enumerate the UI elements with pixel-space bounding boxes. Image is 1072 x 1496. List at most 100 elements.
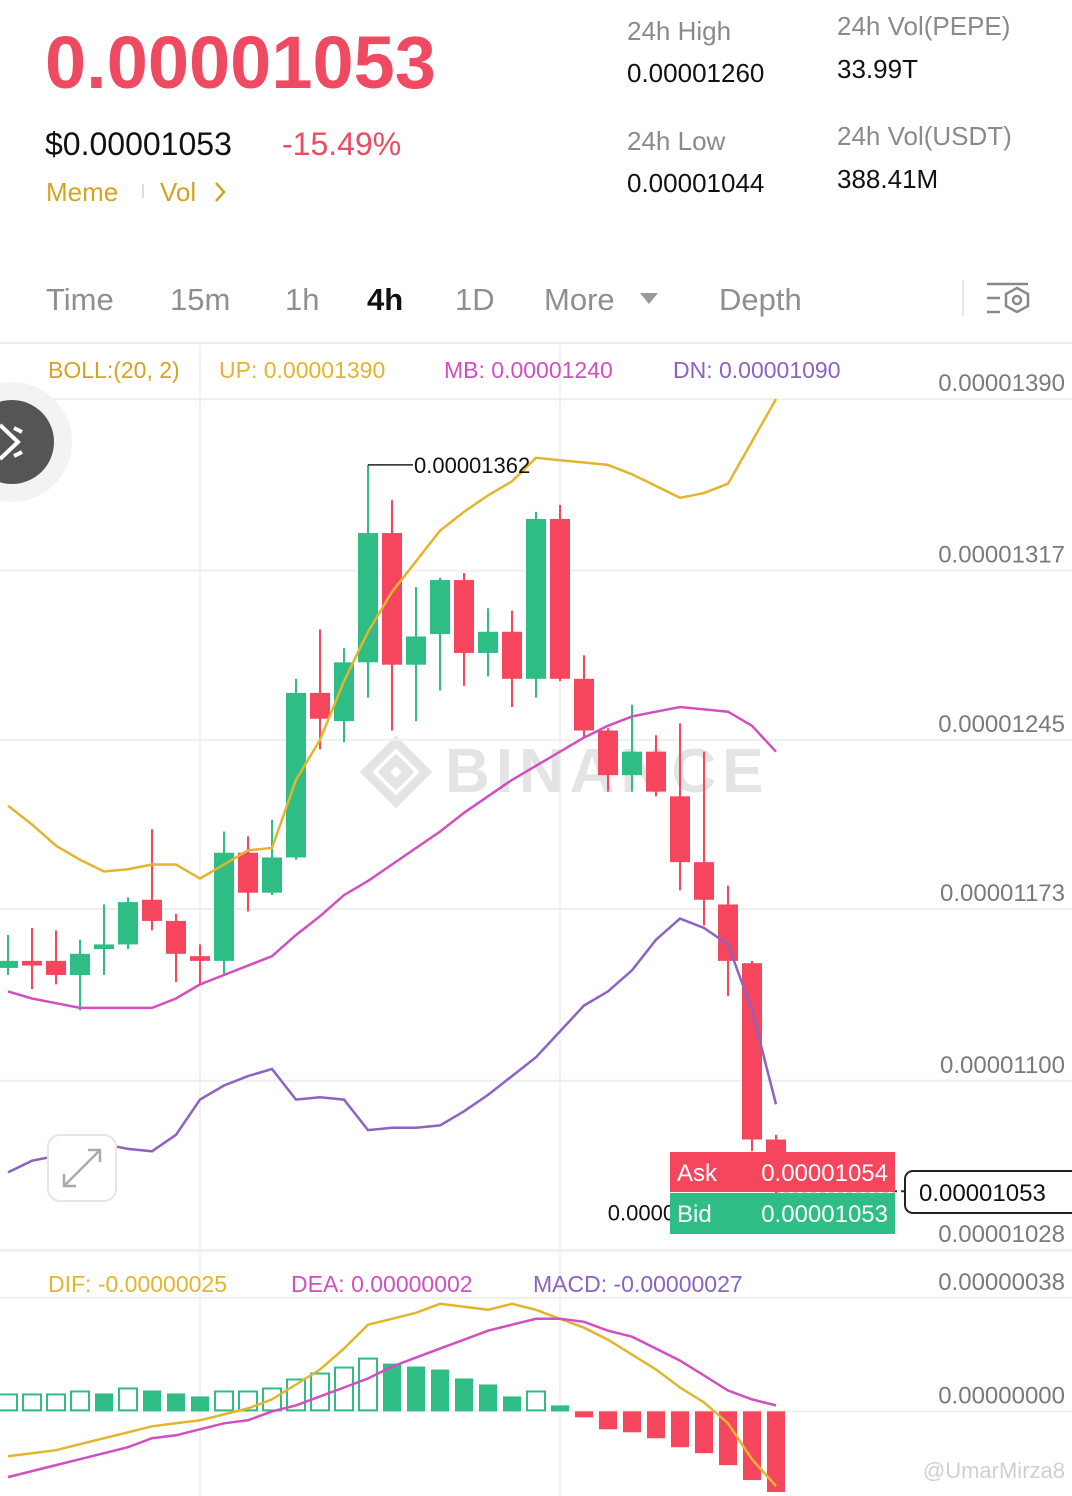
bid-label: Bid [677,1201,712,1228]
y-tick-label: 0.00001028 [938,1221,1065,1248]
candle-body [214,852,234,961]
macd-bar [334,1366,354,1412]
legend-entry: DIF: -0.00000025 [48,1271,227,1297]
float-button[interactable] [0,382,72,502]
candle-body [46,960,66,975]
candle-body [334,662,354,722]
candle-body [646,751,666,792]
candle-body [526,518,546,679]
candle-body [0,960,18,968]
tab[interactable]: Depth [719,282,802,317]
y-tick-label: 0.00000038 [938,1269,1065,1296]
tab[interactable]: 15m [170,282,230,317]
macd-bar [358,1357,378,1412]
macd-bar [526,1390,546,1412]
indicator-line [7,917,778,1174]
tabs: Time 15m 1h 4h 1D More Depth [46,282,802,317]
charts: 0.00001390 0.00001317 0.00001245 0.00001173… [0,357,1072,1493]
candle-body [358,533,378,663]
y-tick-label: 0.00001317 [938,542,1065,569]
y-tick-label: 0.00001100 [940,1052,1065,1079]
settings-icon[interactable] [987,282,1030,314]
stat-label: 24h Vol(PEPE) [837,11,1010,41]
candle-body [70,953,90,975]
indicator-line [7,705,777,1010]
legend-entry: DEA: 0.00000002 [291,1271,473,1297]
candle-body [262,857,282,893]
credit: @UmarMirza8 [923,1458,1065,1483]
candle-body [718,904,738,961]
tab[interactable]: 1D [455,282,495,317]
candle-body [598,730,618,776]
macd-bar [167,1393,185,1412]
candle-body [622,751,642,776]
watermark-logo [359,735,433,809]
macd-bar [623,1411,641,1433]
dropdown-icon [640,293,658,304]
usd-price: $0.00001053 [45,126,232,162]
macd-bar [671,1411,689,1448]
macd-bar [383,1363,401,1412]
tab[interactable]: Time [46,282,114,317]
expand-button[interactable] [47,1134,117,1202]
candle-body [742,963,762,1140]
last-price-label: 0.00001053 [919,1180,1046,1207]
y-tick-label: 0.00001173 [940,880,1065,907]
tab[interactable]: 1h [285,282,319,317]
macd-bar [22,1393,42,1412]
candle-body [286,692,306,858]
high-annotation: 0.00001362 [414,453,530,478]
candle-body [406,636,426,665]
macd-bar [719,1411,737,1466]
price-change: -15.49% [282,126,401,162]
macd-bar [46,1393,66,1412]
stat-value: 0.00001260 [627,58,764,88]
candle-body [166,920,186,954]
stat-label: 24h High [627,16,731,46]
stat-value: 0.00001044 [627,168,764,198]
legend-entry: DN: 0.00001090 [673,357,841,383]
macd-bar [455,1378,473,1412]
tag[interactable]: Meme [46,177,118,207]
macd-bar [647,1411,665,1439]
y-tick-label: 0.00000000 [938,1382,1065,1409]
macd-bar [599,1411,617,1430]
macd-bar [431,1369,449,1412]
macd-bar [695,1411,713,1454]
indicator-line [7,398,778,881]
candle-body [94,944,114,950]
candle-body [478,631,498,653]
candle-body [382,533,402,665]
tag[interactable]: Vol [160,177,196,207]
bid-price: 0.00001053 [761,1201,888,1228]
macd-bar [767,1411,785,1493]
macd-bar [95,1393,113,1412]
tab[interactable]: 4h [367,282,403,317]
candle-body [550,518,570,679]
macd-bar [191,1396,209,1412]
macd-bar [551,1405,569,1412]
tab[interactable]: More [544,282,615,317]
macd-bar [143,1390,161,1412]
candle-body [694,862,714,900]
ask-box [670,1152,895,1192]
chevron-icon [215,182,226,202]
candle-body [574,678,594,731]
candle-body [238,852,258,893]
macd-bar [118,1387,138,1412]
candle-body [502,631,522,679]
macd-bar [310,1372,330,1412]
ask-price: 0.00001054 [761,1160,888,1187]
candle-body [22,960,42,966]
candle-body [670,796,690,863]
stat-value: 33.99T [837,54,918,84]
candle-body [142,899,162,921]
y-tick-label: 0.00001245 [938,711,1065,738]
macd-bar [407,1366,425,1412]
candle-body [454,580,474,653]
candle-body [430,580,450,635]
stat-value: 388.41M [837,164,938,194]
indicator-line [7,1317,777,1479]
last-price: 0.00001053 [45,21,436,104]
last-price-box [904,1170,1072,1214]
